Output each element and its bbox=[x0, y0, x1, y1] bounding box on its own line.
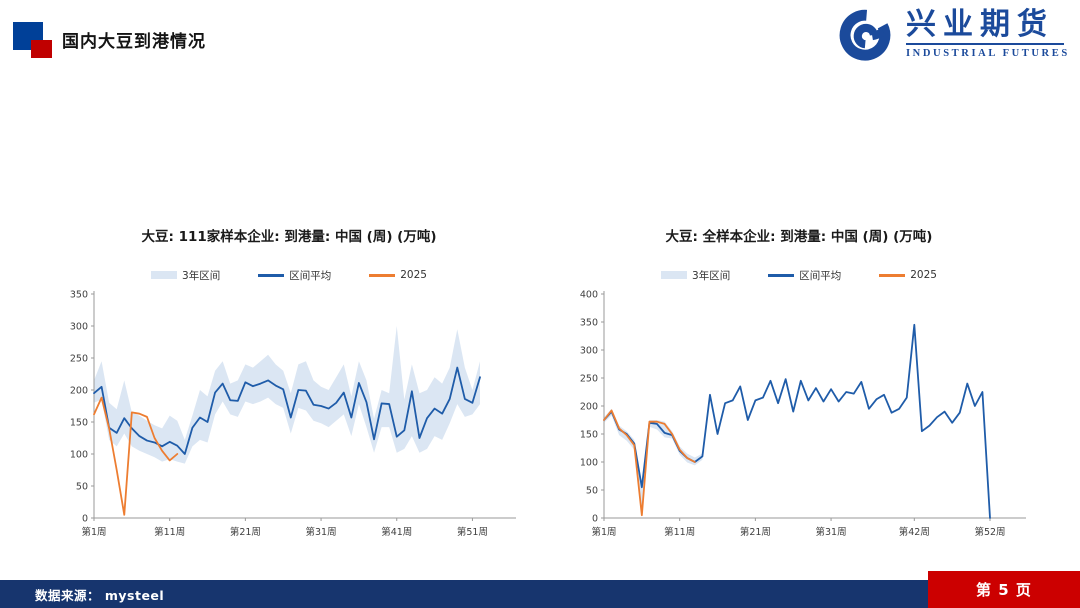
footer-bar: 数据来源： mysteel bbox=[0, 580, 1080, 608]
x-tick-label: 第21周 bbox=[740, 526, 771, 538]
y-tick-label: 350 bbox=[580, 318, 598, 329]
x-tick-label: 第11周 bbox=[664, 526, 695, 538]
page-number: 第 5 页 bbox=[976, 581, 1032, 599]
logo-underline bbox=[906, 43, 1064, 45]
chart-legend: 3年区间 区间平均 2025 bbox=[568, 268, 1030, 282]
company-logo: 兴业期货 INDUSTRIAL FUTURES bbox=[834, 8, 1070, 70]
y-tick-label: 100 bbox=[70, 450, 88, 461]
company-name: 兴业期货 INDUSTRIAL FUTURES bbox=[906, 8, 1070, 59]
y-tick-label: 400 bbox=[580, 290, 598, 301]
legend-label: 2025 bbox=[400, 269, 427, 281]
average-line-swatch bbox=[768, 273, 795, 277]
x-tick-label: 第52周 bbox=[974, 526, 1005, 538]
legend-label: 3年区间 bbox=[692, 269, 731, 282]
swirl-globe-icon bbox=[834, 8, 896, 70]
legend-label: 区间平均 bbox=[289, 269, 332, 282]
data-source-label: 数据来源： mysteel bbox=[35, 587, 165, 603]
y-tick-label: 0 bbox=[82, 514, 88, 525]
line-2025-swatch bbox=[369, 273, 396, 277]
x-tick-label: 第31周 bbox=[306, 526, 337, 538]
chart-title: 大豆: 全样本企业: 到港量: 中国 (周) (万吨) bbox=[665, 229, 933, 245]
page-number-badge: 第 5 页 bbox=[928, 571, 1080, 608]
y-tick-label: 150 bbox=[580, 430, 598, 441]
y-tick-label: 350 bbox=[70, 290, 88, 301]
y-tick-label: 50 bbox=[586, 486, 598, 497]
average-line-swatch bbox=[258, 273, 285, 277]
chart-left-111-sample: 大豆: 111家样本企业: 到港量: 中国 (周) (万吨) 3年区间 区间平均… bbox=[58, 228, 520, 550]
line-chart-plot: 0 50 100 150 200 250 300 350 第1周 第11周 第21周 第31周 第41周… bbox=[58, 286, 520, 550]
line-chart-svg: 0 50 100 150 200 250 300 350 第1周 第11周 第21周 第31周 第41周… bbox=[70, 290, 516, 538]
series-line-2025 bbox=[93, 396, 179, 516]
legend-item-range: 3年区间 bbox=[661, 268, 730, 283]
y-tick-label: 250 bbox=[70, 354, 88, 365]
line-2025-swatch bbox=[879, 273, 906, 277]
y-tick-label: 50 bbox=[76, 482, 88, 493]
series-line-区间平均 bbox=[603, 323, 991, 519]
legend-label: 2025 bbox=[910, 269, 937, 281]
legend-item-range: 3年区间 bbox=[151, 268, 220, 283]
legend-item-2025: 2025 bbox=[879, 269, 937, 281]
x-tick-label: 第11周 bbox=[154, 526, 185, 538]
range-band-swatch bbox=[151, 271, 178, 279]
x-tick-label: 第1周 bbox=[591, 526, 616, 538]
line-chart-plot: 0 50 100 150 200 250 300 350 400 第1周 第11周 第21周 第31周 第… bbox=[568, 286, 1030, 550]
line-chart-svg: 0 50 100 150 200 250 300 350 400 第1周 第11周 第21周 第31周 第… bbox=[580, 290, 1026, 538]
chart-legend: 3年区间 区间平均 2025 bbox=[58, 268, 520, 282]
legend-label: 3年区间 bbox=[182, 269, 221, 282]
x-tick-label: 第31周 bbox=[816, 526, 847, 538]
y-tick-label: 300 bbox=[70, 322, 88, 333]
y-tick-label: 300 bbox=[580, 346, 598, 357]
company-name-cn: 兴业期货 bbox=[906, 8, 1054, 41]
y-tick-label: 100 bbox=[580, 458, 598, 469]
y-tick-label: 0 bbox=[592, 514, 598, 525]
range-band bbox=[604, 408, 703, 516]
x-tick-label: 第42周 bbox=[899, 526, 930, 538]
y-tick-label: 150 bbox=[70, 418, 88, 429]
x-tick-label: 第41周 bbox=[381, 526, 412, 538]
range-band-swatch bbox=[661, 271, 688, 279]
header-red-square-icon bbox=[31, 40, 52, 58]
legend-label: 区间平均 bbox=[799, 269, 842, 282]
chart-right-full-sample: 大豆: 全样本企业: 到港量: 中国 (周) (万吨) 3年区间 区间平均 20… bbox=[568, 228, 1030, 550]
company-name-en: INDUSTRIAL FUTURES bbox=[906, 48, 1070, 59]
series-line-2025 bbox=[603, 409, 696, 517]
chart-title: 大豆: 111家样本企业: 到港量: 中国 (周) (万吨) bbox=[141, 229, 437, 245]
x-tick-label: 第51周 bbox=[457, 526, 488, 538]
x-tick-label: 第1周 bbox=[81, 526, 106, 538]
legend-item-average: 区间平均 bbox=[258, 268, 331, 283]
page-title: 国内大豆到港情况 bbox=[62, 32, 206, 52]
y-tick-label: 200 bbox=[580, 402, 598, 413]
y-tick-label: 200 bbox=[70, 386, 88, 397]
legend-item-average: 区间平均 bbox=[768, 268, 841, 283]
range-band bbox=[94, 326, 480, 464]
x-tick-label: 第21周 bbox=[230, 526, 261, 538]
y-tick-label: 250 bbox=[580, 374, 598, 385]
legend-item-2025: 2025 bbox=[369, 269, 427, 281]
